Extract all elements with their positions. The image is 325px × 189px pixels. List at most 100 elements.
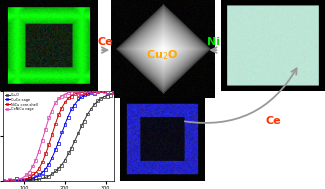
Point xyxy=(79,95,84,98)
Point xyxy=(20,179,25,182)
Point xyxy=(69,91,74,94)
Point xyxy=(20,179,25,182)
Point xyxy=(56,113,61,116)
Point xyxy=(10,179,16,182)
Point xyxy=(101,95,107,98)
Point xyxy=(7,178,12,181)
Point xyxy=(27,176,32,179)
Point xyxy=(69,95,74,98)
Point xyxy=(23,178,29,181)
Point xyxy=(53,169,58,172)
Point xyxy=(111,91,116,94)
Point xyxy=(75,131,81,134)
Point xyxy=(82,93,87,96)
Point xyxy=(59,95,64,98)
Point xyxy=(10,180,16,183)
Point xyxy=(40,175,45,178)
Point xyxy=(66,91,71,94)
Point xyxy=(98,89,103,92)
Point xyxy=(92,90,97,93)
Point xyxy=(43,128,48,131)
Point xyxy=(27,180,32,183)
Point xyxy=(69,107,74,110)
Point xyxy=(17,178,22,181)
Point xyxy=(66,96,71,99)
Point xyxy=(17,180,22,183)
Point xyxy=(105,91,110,94)
Point xyxy=(75,92,81,95)
Point xyxy=(85,92,90,95)
Point xyxy=(17,179,22,182)
Point xyxy=(98,89,103,92)
Point xyxy=(23,179,29,182)
Point xyxy=(88,91,94,94)
Point xyxy=(111,91,116,94)
Point xyxy=(14,180,19,183)
Point xyxy=(98,89,103,92)
Point xyxy=(72,104,77,107)
Point xyxy=(33,179,38,182)
Point xyxy=(49,156,55,160)
Point xyxy=(17,180,22,183)
Point xyxy=(33,176,38,179)
Point xyxy=(14,177,19,180)
Point xyxy=(49,133,55,136)
Point xyxy=(105,90,110,93)
Point xyxy=(75,93,81,96)
Point xyxy=(62,100,68,103)
Point xyxy=(30,178,35,181)
Point xyxy=(23,173,29,176)
Point xyxy=(4,180,9,183)
Point xyxy=(95,90,100,93)
Point xyxy=(95,90,100,93)
Point xyxy=(72,139,77,143)
Point xyxy=(108,90,113,93)
Point xyxy=(101,89,107,92)
Text: Ce: Ce xyxy=(98,37,113,46)
Point xyxy=(27,175,32,178)
Point xyxy=(1,180,6,183)
Point xyxy=(59,131,64,134)
Point xyxy=(95,89,100,92)
Point xyxy=(4,180,9,183)
Point xyxy=(40,171,45,174)
Point xyxy=(88,107,94,110)
Point xyxy=(10,180,16,183)
Point xyxy=(1,179,6,182)
Point xyxy=(108,90,113,93)
Point xyxy=(23,179,29,182)
Point xyxy=(46,163,51,166)
Point xyxy=(79,91,84,94)
Point xyxy=(56,167,61,170)
Point xyxy=(88,90,94,93)
Point xyxy=(36,150,42,153)
Point xyxy=(62,123,68,126)
Point xyxy=(59,107,64,110)
Point xyxy=(105,95,110,98)
Point xyxy=(33,172,38,175)
Point xyxy=(40,139,45,142)
Point xyxy=(79,91,84,94)
Point xyxy=(1,180,6,183)
Point xyxy=(111,89,116,92)
Point xyxy=(82,120,87,123)
Point xyxy=(85,112,90,115)
Point xyxy=(43,168,48,171)
Point xyxy=(7,179,12,182)
Point xyxy=(14,178,19,181)
Point xyxy=(56,97,61,100)
Point xyxy=(36,173,42,176)
Text: Ni: Ni xyxy=(207,37,220,46)
Point xyxy=(62,159,68,162)
Point xyxy=(92,91,97,94)
Point xyxy=(92,103,97,106)
Point xyxy=(43,175,48,178)
Point xyxy=(105,91,110,94)
Point xyxy=(98,97,103,100)
Point xyxy=(36,167,42,170)
Point xyxy=(7,180,12,183)
Point xyxy=(1,180,6,183)
Point xyxy=(49,110,55,113)
Point xyxy=(56,142,61,145)
Point xyxy=(46,175,51,178)
